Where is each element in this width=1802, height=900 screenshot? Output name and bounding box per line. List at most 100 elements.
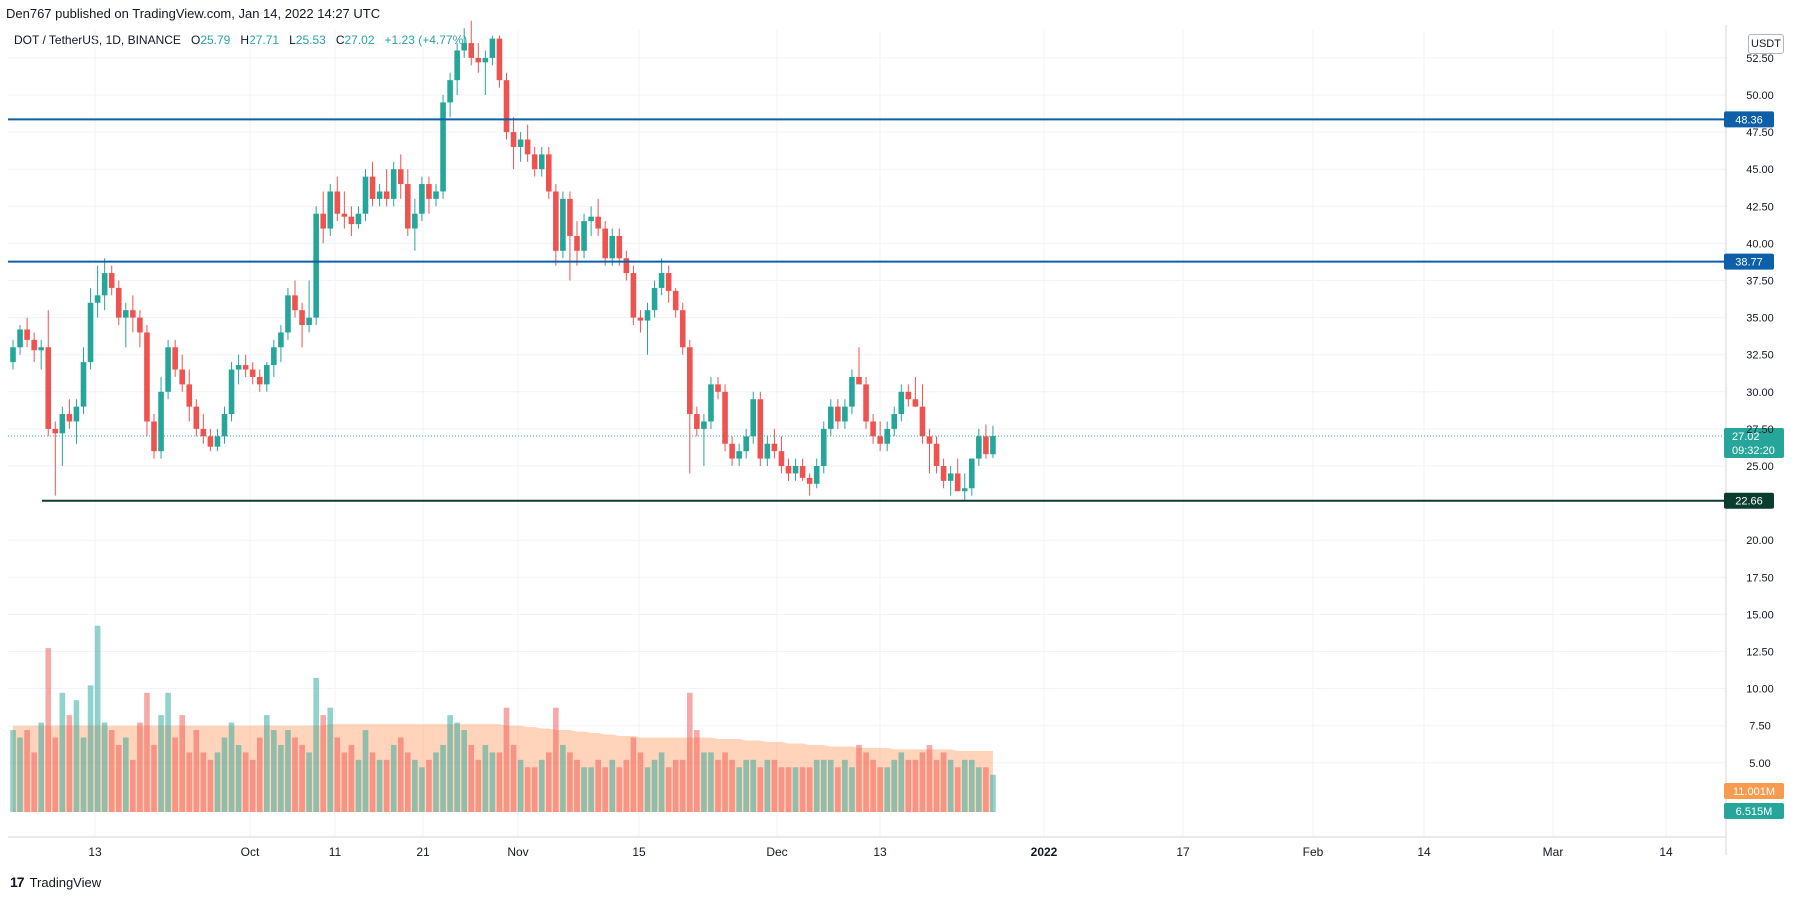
volume-bar bbox=[531, 767, 538, 812]
currency-button[interactable]: USDT bbox=[1748, 34, 1784, 54]
candle-body bbox=[672, 290, 679, 311]
volume-bar bbox=[115, 744, 122, 812]
candle-body bbox=[221, 414, 228, 437]
candle-body bbox=[94, 295, 101, 303]
volume-bar bbox=[750, 759, 757, 812]
candle-body bbox=[264, 365, 270, 385]
high-value: 27.71 bbox=[249, 33, 280, 47]
volume-bar bbox=[729, 759, 735, 812]
level-tag-label: 48.36 bbox=[1735, 114, 1763, 126]
volume-bar bbox=[31, 752, 37, 812]
volume-bar bbox=[785, 767, 792, 812]
volume-bar bbox=[947, 759, 954, 812]
volume-bar bbox=[694, 730, 700, 812]
candle-body bbox=[820, 428, 827, 466]
candle-body bbox=[80, 362, 87, 407]
volume-bar bbox=[334, 737, 341, 812]
volume-bar bbox=[172, 737, 178, 812]
volume-bar bbox=[108, 730, 115, 812]
price-tick-label: 7.50 bbox=[1749, 721, 1770, 733]
price-tick-label: 12.50 bbox=[1746, 647, 1774, 659]
candle-body bbox=[151, 421, 157, 452]
price-tick-label: 37.50 bbox=[1746, 276, 1774, 288]
volume-bar bbox=[242, 752, 249, 812]
volume-bar bbox=[433, 752, 439, 812]
candle-body bbox=[214, 436, 221, 447]
candle-body bbox=[729, 443, 735, 459]
tradingview-logo-icon: 17 bbox=[10, 874, 25, 890]
candle-body bbox=[482, 57, 489, 63]
candle-body bbox=[249, 369, 256, 377]
candle-body bbox=[560, 198, 566, 251]
candle-body bbox=[623, 258, 630, 274]
price-tick-label: 50.00 bbox=[1746, 90, 1774, 102]
tradingview-brand[interactable]: 17 TradingView bbox=[10, 874, 101, 890]
price-tick-label: 35.00 bbox=[1746, 313, 1774, 325]
volume-bar bbox=[764, 759, 771, 812]
volume-bar bbox=[842, 759, 848, 812]
volume-bar bbox=[990, 774, 996, 812]
price-tick-label: 17.50 bbox=[1746, 572, 1774, 584]
candle-body bbox=[990, 436, 996, 455]
candle-body bbox=[130, 310, 136, 318]
volume-bar bbox=[820, 759, 827, 812]
volume-bar bbox=[722, 752, 728, 812]
volume-bar bbox=[884, 767, 890, 812]
time-tick-label: 13 bbox=[873, 845, 887, 859]
volume-bar bbox=[10, 730, 16, 812]
candle-body bbox=[292, 295, 298, 311]
volume-bar bbox=[792, 767, 799, 812]
volume-bar bbox=[799, 767, 806, 812]
candle-body bbox=[588, 216, 594, 222]
candle-body bbox=[433, 191, 439, 199]
brand-name: TradingView bbox=[29, 874, 102, 890]
volume-bar bbox=[482, 744, 489, 812]
volume-bar bbox=[454, 722, 460, 812]
volume-bar bbox=[877, 767, 883, 812]
volume-bar bbox=[341, 752, 348, 812]
candle-body bbox=[299, 310, 305, 326]
candle-body bbox=[503, 80, 510, 133]
volume-bar bbox=[912, 759, 919, 812]
volume-bar bbox=[961, 759, 968, 812]
time-tick-label: 14 bbox=[1659, 845, 1673, 859]
candle-body bbox=[376, 191, 383, 199]
candle-body bbox=[828, 406, 834, 429]
close-value: 27.02 bbox=[344, 33, 375, 47]
candle-body bbox=[52, 428, 59, 434]
candle-body bbox=[193, 406, 200, 429]
candle-body bbox=[137, 317, 143, 333]
volume-bar bbox=[835, 767, 841, 812]
candle-body bbox=[461, 43, 467, 51]
volume-bar bbox=[743, 759, 749, 812]
volume-bar bbox=[475, 759, 482, 812]
volume-bar bbox=[80, 737, 87, 812]
symbol-title[interactable]: DOT / TetherUS, 1D, BINANCE bbox=[14, 33, 181, 47]
volume-bar bbox=[806, 767, 813, 812]
candle-body bbox=[877, 436, 883, 444]
candle-body bbox=[412, 213, 418, 229]
candle-body bbox=[158, 391, 164, 452]
volume-bar bbox=[24, 730, 30, 812]
candle-body bbox=[757, 399, 764, 459]
volume-bar bbox=[757, 767, 764, 812]
volume-bar bbox=[376, 759, 383, 812]
volume-bar bbox=[59, 692, 66, 812]
candle-body bbox=[905, 391, 912, 400]
candle-body bbox=[454, 50, 460, 81]
volume-bar bbox=[193, 730, 200, 812]
candle-body bbox=[778, 451, 785, 466]
volume-bar bbox=[976, 767, 982, 812]
candle-body bbox=[602, 228, 608, 259]
volume-bar bbox=[186, 752, 193, 812]
volume-bar bbox=[969, 759, 975, 812]
candle-body bbox=[524, 139, 531, 155]
volume-bar bbox=[405, 752, 411, 812]
candle-body bbox=[38, 347, 44, 351]
volume-bar bbox=[179, 715, 185, 812]
candle-body bbox=[383, 191, 390, 199]
volume-bar bbox=[440, 744, 446, 812]
candle-body bbox=[242, 365, 249, 370]
price-tick-label: 47.50 bbox=[1746, 127, 1774, 139]
